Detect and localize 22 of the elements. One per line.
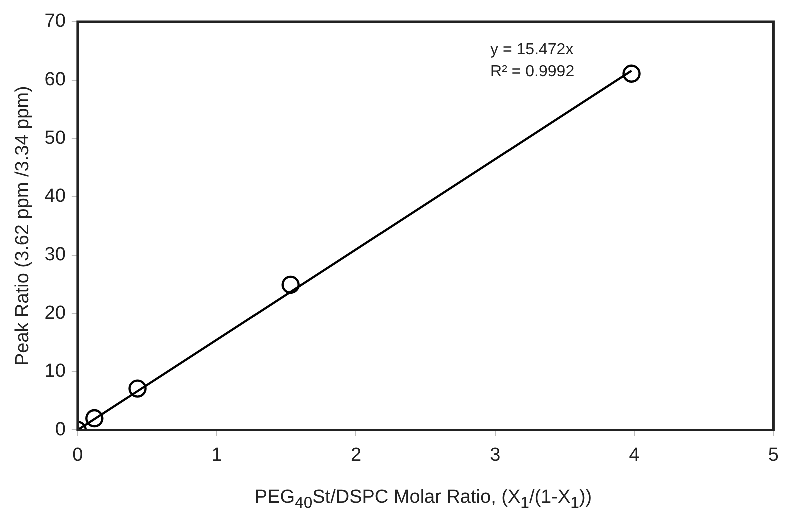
x-tick-label: 4	[629, 444, 640, 466]
x-tick-label: 1	[212, 444, 222, 466]
y-axis-title: Peak Ratio (3.62 ppm /3.34 ppm)	[12, 86, 34, 366]
point	[282, 276, 300, 294]
point	[128, 380, 147, 398]
annotation: R² = 0.9992	[490, 63, 575, 80]
x-axis-title: PEG$_{40}$St/DSPC Molar Ratio, (X$_{1}$/(1-X$_{1}$))	[254, 487, 594, 513]
x-tick-label: 0	[72, 444, 84, 466]
y-tick-label: 10	[44, 361, 66, 382]
x-tick-label: 3	[490, 444, 501, 466]
y-tick-label: 20	[44, 302, 66, 324]
y-tick-label: 60	[44, 70, 66, 91]
y-tick-label: 0	[55, 419, 66, 440]
y-tick-label: 50	[44, 128, 66, 149]
x-tick-label: 5	[768, 444, 780, 466]
point	[86, 409, 104, 428]
x-tick-label: 2	[350, 444, 362, 466]
y-tick-label: 40	[44, 186, 66, 208]
y-tick-label: 30	[44, 244, 66, 266]
y-tick-label: 70	[44, 11, 66, 32]
annotation: y = 15.472x	[490, 41, 574, 58]
point	[622, 64, 641, 83]
